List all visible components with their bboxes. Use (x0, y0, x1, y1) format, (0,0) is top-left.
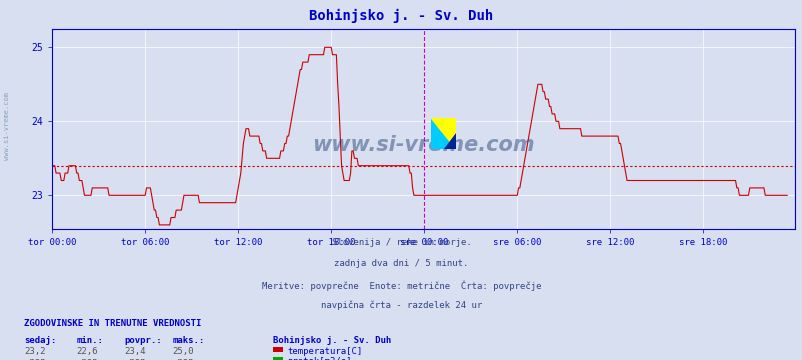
Polygon shape (430, 118, 456, 149)
Text: Bohinjsko j. - Sv. Duh: Bohinjsko j. - Sv. Duh (273, 336, 391, 345)
Text: 23,4: 23,4 (124, 347, 146, 356)
Text: -nan: -nan (172, 357, 194, 360)
Text: maks.:: maks.: (172, 336, 205, 345)
Text: 25,0: 25,0 (172, 347, 194, 356)
Text: Meritve: povprečne  Enote: metrične  Črta: povprečje: Meritve: povprečne Enote: metrične Črta:… (261, 280, 541, 291)
Text: ZGODOVINSKE IN TRENUTNE VREDNOSTI: ZGODOVINSKE IN TRENUTNE VREDNOSTI (24, 319, 201, 328)
Text: 23,2: 23,2 (24, 347, 46, 356)
Text: Bohinjsko j. - Sv. Duh: Bohinjsko j. - Sv. Duh (309, 9, 493, 23)
Text: -nan: -nan (76, 357, 98, 360)
Text: navpična črta - razdelek 24 ur: navpična črta - razdelek 24 ur (321, 301, 481, 310)
Text: www.si-vreme.com: www.si-vreme.com (312, 135, 534, 155)
Text: -nan: -nan (24, 357, 46, 360)
Text: povpr.:: povpr.: (124, 336, 162, 345)
Text: zadnja dva dni / 5 minut.: zadnja dva dni / 5 minut. (334, 259, 468, 268)
Text: 22,6: 22,6 (76, 347, 98, 356)
Text: sedaj:: sedaj: (24, 336, 56, 345)
Text: -nan: -nan (124, 357, 146, 360)
Text: Slovenija / reke in morje.: Slovenija / reke in morje. (331, 238, 471, 247)
Text: temperatura[C]: temperatura[C] (287, 347, 363, 356)
Polygon shape (430, 118, 456, 149)
Polygon shape (443, 133, 456, 149)
Text: www.si-vreme.com: www.si-vreme.com (4, 92, 10, 160)
Text: min.:: min.: (76, 336, 103, 345)
Text: pretok[m3/s]: pretok[m3/s] (287, 357, 351, 360)
